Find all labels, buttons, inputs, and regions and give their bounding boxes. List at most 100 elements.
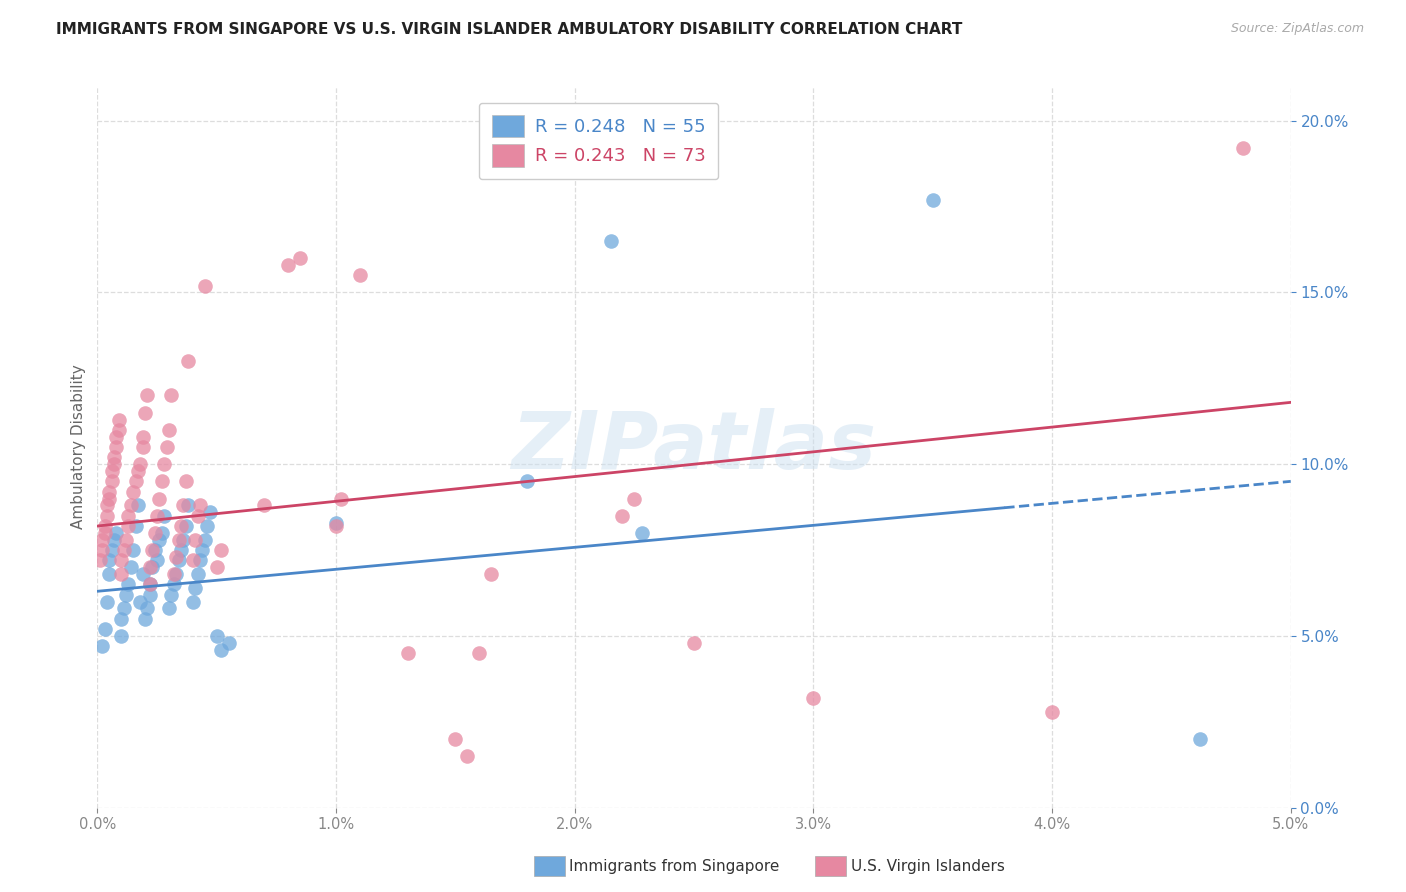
- Point: [143, 525, 166, 540]
- Point: [96, 594, 118, 608]
- Point: [134, 406, 156, 420]
- Point: [146, 508, 169, 523]
- Point: [444, 731, 467, 746]
- Point: [117, 577, 139, 591]
- Point: [165, 549, 187, 564]
- Point: [177, 499, 200, 513]
- Point: [93, 525, 115, 540]
- Text: ZIPatlas: ZIPatlas: [512, 408, 876, 486]
- Point: [683, 636, 706, 650]
- Point: [129, 457, 152, 471]
- Point: [187, 567, 209, 582]
- Point: [105, 440, 128, 454]
- Point: [155, 440, 177, 454]
- Point: [1232, 141, 1254, 155]
- Point: [218, 636, 240, 650]
- Point: [108, 423, 131, 437]
- Point: [112, 543, 135, 558]
- Point: [516, 475, 538, 489]
- Point: [89, 553, 111, 567]
- Point: [105, 525, 128, 540]
- Point: [141, 560, 163, 574]
- Point: [177, 354, 200, 368]
- Point: [456, 749, 478, 764]
- Text: IMMIGRANTS FROM SINGAPORE VS U.S. VIRGIN ISLANDER AMBULATORY DISABILITY CORRELAT: IMMIGRANTS FROM SINGAPORE VS U.S. VIRGIN…: [56, 22, 963, 37]
- Point: [110, 553, 132, 567]
- Point: [170, 543, 193, 558]
- Point: [205, 629, 228, 643]
- Point: [153, 457, 176, 471]
- Point: [100, 475, 122, 489]
- Point: [98, 491, 121, 506]
- Point: [599, 234, 621, 248]
- Point: [1189, 731, 1212, 746]
- Point: [157, 423, 180, 437]
- Point: [98, 484, 121, 499]
- Point: [174, 519, 197, 533]
- Point: [396, 646, 419, 660]
- Point: [194, 278, 217, 293]
- Point: [146, 553, 169, 567]
- Point: [127, 499, 149, 513]
- Point: [91, 543, 114, 558]
- Point: [112, 601, 135, 615]
- Text: Immigrants from Singapore: Immigrants from Singapore: [569, 859, 780, 873]
- Point: [131, 430, 153, 444]
- Point: [195, 519, 218, 533]
- Point: [803, 690, 825, 705]
- Point: [160, 388, 183, 402]
- Point: [110, 612, 132, 626]
- Point: [290, 251, 312, 265]
- Point: [198, 505, 221, 519]
- Point: [139, 560, 162, 574]
- Point: [91, 533, 114, 547]
- Text: U.S. Virgin Islanders: U.S. Virgin Islanders: [851, 859, 1004, 873]
- Point: [105, 430, 128, 444]
- Point: [468, 646, 491, 660]
- Point: [108, 412, 131, 426]
- Point: [325, 519, 347, 533]
- Point: [100, 464, 122, 478]
- Point: [188, 499, 211, 513]
- Point: [129, 594, 152, 608]
- Point: [103, 533, 125, 547]
- Point: [623, 491, 645, 506]
- Point: [188, 553, 211, 567]
- Point: [117, 519, 139, 533]
- Point: [211, 543, 233, 558]
- Point: [1040, 705, 1063, 719]
- Point: [153, 508, 176, 523]
- Point: [181, 553, 204, 567]
- Point: [96, 508, 118, 523]
- Point: [150, 525, 173, 540]
- Point: [163, 567, 186, 582]
- Point: [163, 577, 186, 591]
- Point: [139, 577, 162, 591]
- Point: [349, 268, 371, 283]
- Point: [124, 475, 146, 489]
- Point: [194, 533, 217, 547]
- Point: [110, 629, 132, 643]
- Point: [184, 533, 207, 547]
- Point: [205, 560, 228, 574]
- Point: [100, 543, 122, 558]
- Point: [187, 508, 209, 523]
- Point: [96, 499, 118, 513]
- Y-axis label: Ambulatory Disability: Ambulatory Disability: [72, 365, 86, 529]
- Point: [103, 457, 125, 471]
- Point: [131, 567, 153, 582]
- Point: [134, 612, 156, 626]
- Point: [131, 440, 153, 454]
- Point: [172, 533, 194, 547]
- Point: [921, 193, 943, 207]
- Point: [115, 533, 138, 547]
- Point: [630, 525, 652, 540]
- Point: [170, 519, 193, 533]
- Point: [120, 499, 142, 513]
- Point: [115, 588, 138, 602]
- Point: [136, 601, 159, 615]
- Point: [139, 588, 162, 602]
- Point: [98, 553, 121, 567]
- Point: [329, 491, 352, 506]
- Point: [91, 639, 114, 653]
